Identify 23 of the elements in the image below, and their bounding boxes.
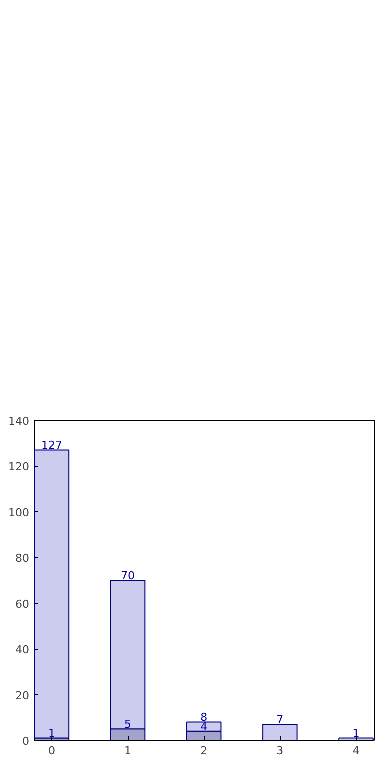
- y-tick-label: 0: [22, 735, 30, 748]
- total-label: 127: [41, 439, 62, 452]
- x-tick-label: 4: [352, 744, 360, 758]
- data-label: 5: [124, 718, 132, 732]
- data-label: 4: [200, 720, 208, 734]
- total-label: 70: [121, 570, 136, 582]
- bar: [338, 738, 374, 740]
- y-tick-label: 60: [16, 598, 30, 611]
- data-label: 1: [48, 727, 56, 740]
- bar: [262, 724, 298, 740]
- y-tick-label: 120: [8, 460, 30, 474]
- total-label: 7: [276, 714, 284, 726]
- y-tick-label: 40: [16, 644, 30, 657]
- y-tick-label: 80: [16, 552, 30, 566]
- x-tick-label: 0: [48, 744, 56, 758]
- x-tick-label: 1: [124, 744, 132, 758]
- bar: [34, 450, 70, 739]
- y-tick-label: 100: [8, 506, 30, 520]
- y-tick-label: 140: [8, 415, 30, 428]
- x-tick-label: 3: [276, 744, 284, 758]
- total-label: 1: [352, 727, 360, 740]
- y-tick-label: 20: [16, 689, 30, 702]
- x-tick-label: 2: [200, 744, 208, 758]
